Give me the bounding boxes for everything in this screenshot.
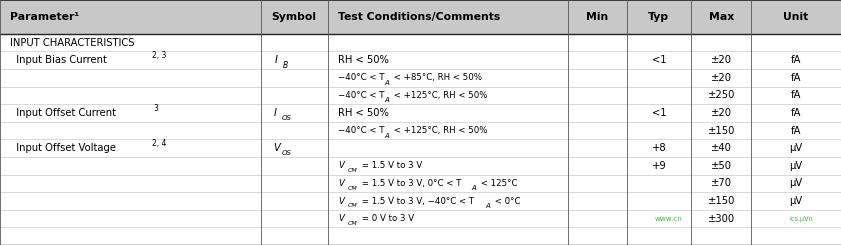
Text: A: A	[384, 80, 389, 86]
Text: Max: Max	[708, 12, 734, 22]
Text: ±70: ±70	[711, 178, 732, 188]
Text: Unit: Unit	[783, 12, 809, 22]
Text: V: V	[273, 143, 280, 153]
Text: Min: Min	[586, 12, 608, 22]
Text: I: I	[275, 55, 278, 65]
Text: OS: OS	[282, 150, 292, 157]
Text: μV: μV	[790, 143, 802, 153]
Text: 2, 3: 2, 3	[152, 51, 167, 60]
Text: Test Conditions/Comments: Test Conditions/Comments	[338, 12, 500, 22]
Text: V: V	[338, 179, 344, 188]
Text: CM: CM	[347, 168, 357, 173]
Text: μV: μV	[790, 196, 802, 206]
Text: fA: fA	[791, 108, 801, 118]
Text: Input Offset Voltage: Input Offset Voltage	[10, 143, 116, 153]
Text: www.cn: www.cn	[654, 216, 682, 221]
Text: = 1.5 V to 3 V: = 1.5 V to 3 V	[359, 161, 422, 170]
Text: RH < 50%: RH < 50%	[338, 108, 389, 118]
Text: −40°C < T: −40°C < T	[338, 73, 384, 82]
Text: CM: CM	[347, 203, 357, 208]
Bar	[0, 0, 841, 34]
Text: < 0°C: < 0°C	[492, 196, 521, 206]
Text: < +125°C, RH < 50%: < +125°C, RH < 50%	[391, 91, 488, 100]
Text: +9: +9	[652, 161, 666, 171]
Text: ics.μVn: ics.μVn	[789, 216, 813, 221]
Text: A: A	[471, 185, 476, 191]
Text: I: I	[274, 108, 278, 118]
Text: 3: 3	[153, 104, 158, 113]
Text: fA: fA	[791, 55, 801, 65]
Text: Parameter¹: Parameter¹	[10, 12, 79, 22]
Text: <1: <1	[652, 108, 666, 118]
Text: fA: fA	[791, 126, 801, 135]
Text: Input Bias Current: Input Bias Current	[10, 55, 107, 65]
Text: ±300: ±300	[707, 214, 735, 224]
Text: V: V	[338, 161, 344, 170]
Text: ±20: ±20	[711, 55, 732, 65]
Text: V: V	[338, 214, 344, 223]
Text: fA: fA	[791, 90, 801, 100]
Text: RH < 50%: RH < 50%	[338, 55, 389, 65]
Text: INPUT CHARACTERISTICS: INPUT CHARACTERISTICS	[10, 38, 135, 48]
Text: μV: μV	[790, 161, 802, 171]
Text: < +125°C, RH < 50%: < +125°C, RH < 50%	[391, 126, 488, 135]
Text: ±150: ±150	[707, 126, 735, 135]
Text: ±250: ±250	[707, 90, 735, 100]
Text: OS: OS	[282, 115, 292, 121]
Text: 2, 4: 2, 4	[152, 139, 167, 148]
Text: A: A	[384, 133, 389, 138]
Text: = 1.5 V to 3 V, 0°C < T: = 1.5 V to 3 V, 0°C < T	[359, 179, 462, 188]
Text: fA: fA	[791, 73, 801, 83]
Text: ±40: ±40	[711, 143, 732, 153]
Text: ±20: ±20	[711, 108, 732, 118]
Text: −40°C < T: −40°C < T	[338, 126, 384, 135]
Text: < +85°C, RH < 50%: < +85°C, RH < 50%	[391, 73, 482, 82]
Text: ±50: ±50	[711, 161, 732, 171]
Text: Input Offset Current: Input Offset Current	[10, 108, 116, 118]
Text: B: B	[283, 61, 288, 70]
Text: Symbol: Symbol	[271, 12, 316, 22]
Text: A: A	[485, 203, 490, 209]
Text: ±150: ±150	[707, 196, 735, 206]
Text: ±20: ±20	[711, 73, 732, 83]
Text: Typ: Typ	[648, 12, 669, 22]
Text: CM: CM	[347, 221, 357, 226]
Text: < 125°C: < 125°C	[478, 179, 517, 188]
Text: A: A	[384, 97, 389, 103]
Text: <1: <1	[652, 55, 666, 65]
Text: CM: CM	[347, 186, 357, 191]
Text: = 0 V to 3 V: = 0 V to 3 V	[359, 214, 415, 223]
Text: = 1.5 V to 3 V, −40°C < T: = 1.5 V to 3 V, −40°C < T	[359, 196, 474, 206]
Text: V: V	[338, 196, 344, 206]
Text: −40°C < T: −40°C < T	[338, 91, 384, 100]
Text: μV: μV	[790, 178, 802, 188]
Text: +8: +8	[652, 143, 666, 153]
